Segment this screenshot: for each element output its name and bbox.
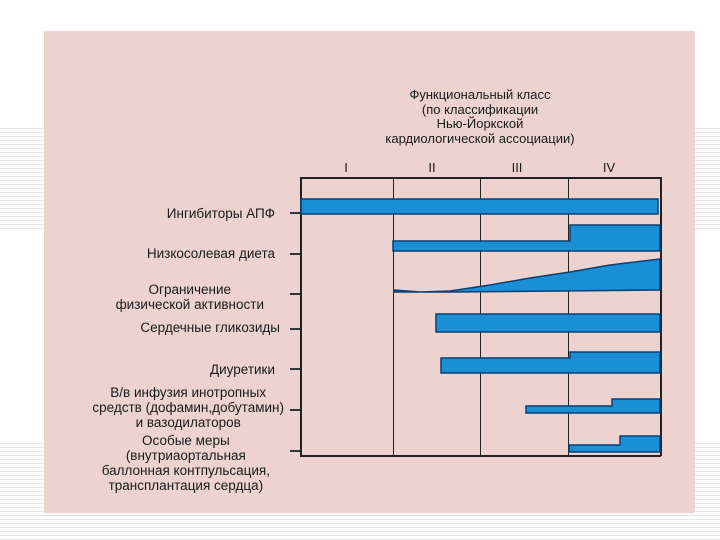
axis-tick — [290, 450, 300, 452]
axis-tick — [290, 328, 300, 330]
bar-diuretics — [440, 351, 661, 374]
class-label-2: II — [428, 160, 436, 175]
row-label-cardiac-glycosides: Сердечные гликозиды — [140, 320, 280, 335]
axis-tick — [290, 409, 300, 411]
row-label-low-salt-diet: Низкосолевая диета — [146, 246, 275, 261]
bar-cardiac-glycosides — [435, 313, 661, 333]
grid-axis-line — [300, 177, 302, 456]
row-label-diuretics: Диуретики — [209, 362, 275, 377]
class-label-4: IV — [602, 160, 616, 175]
header-line: Функциональный класс — [409, 87, 551, 102]
axis-tick — [290, 212, 300, 214]
row-label-iv-inotropes: В/в инфузия инотропных средств (дофамин,… — [92, 385, 284, 430]
header-line: Нью-Йоркской — [436, 116, 524, 131]
bar-special-measures — [568, 435, 661, 453]
row-label-activity-restriction: Ограничение физической активности — [115, 282, 264, 312]
class-label-3: III — [511, 160, 523, 175]
bar-ace-inhibitors — [300, 198, 659, 215]
axis-tick — [290, 253, 300, 255]
bar-low-salt-diet — [392, 224, 661, 252]
axis-tick — [290, 293, 300, 295]
header-line: кардиологической ассоциации) — [385, 130, 575, 146]
bar-iv-inotropes — [525, 398, 661, 414]
header-line: (по классификации — [421, 101, 539, 117]
row-label-special-measures: Особые меры (внутриаортальная баллонная … — [101, 433, 270, 493]
functional-class-header: Функциональный класс (по классификации Н… — [330, 87, 630, 146]
class-label-1: I — [344, 160, 348, 175]
bar-activity-restriction — [393, 258, 661, 293]
grid-divider-1 — [393, 177, 394, 456]
axis-tick — [290, 368, 300, 370]
row-label-ace-inhibitors: Ингибиторы АПФ — [166, 206, 275, 221]
